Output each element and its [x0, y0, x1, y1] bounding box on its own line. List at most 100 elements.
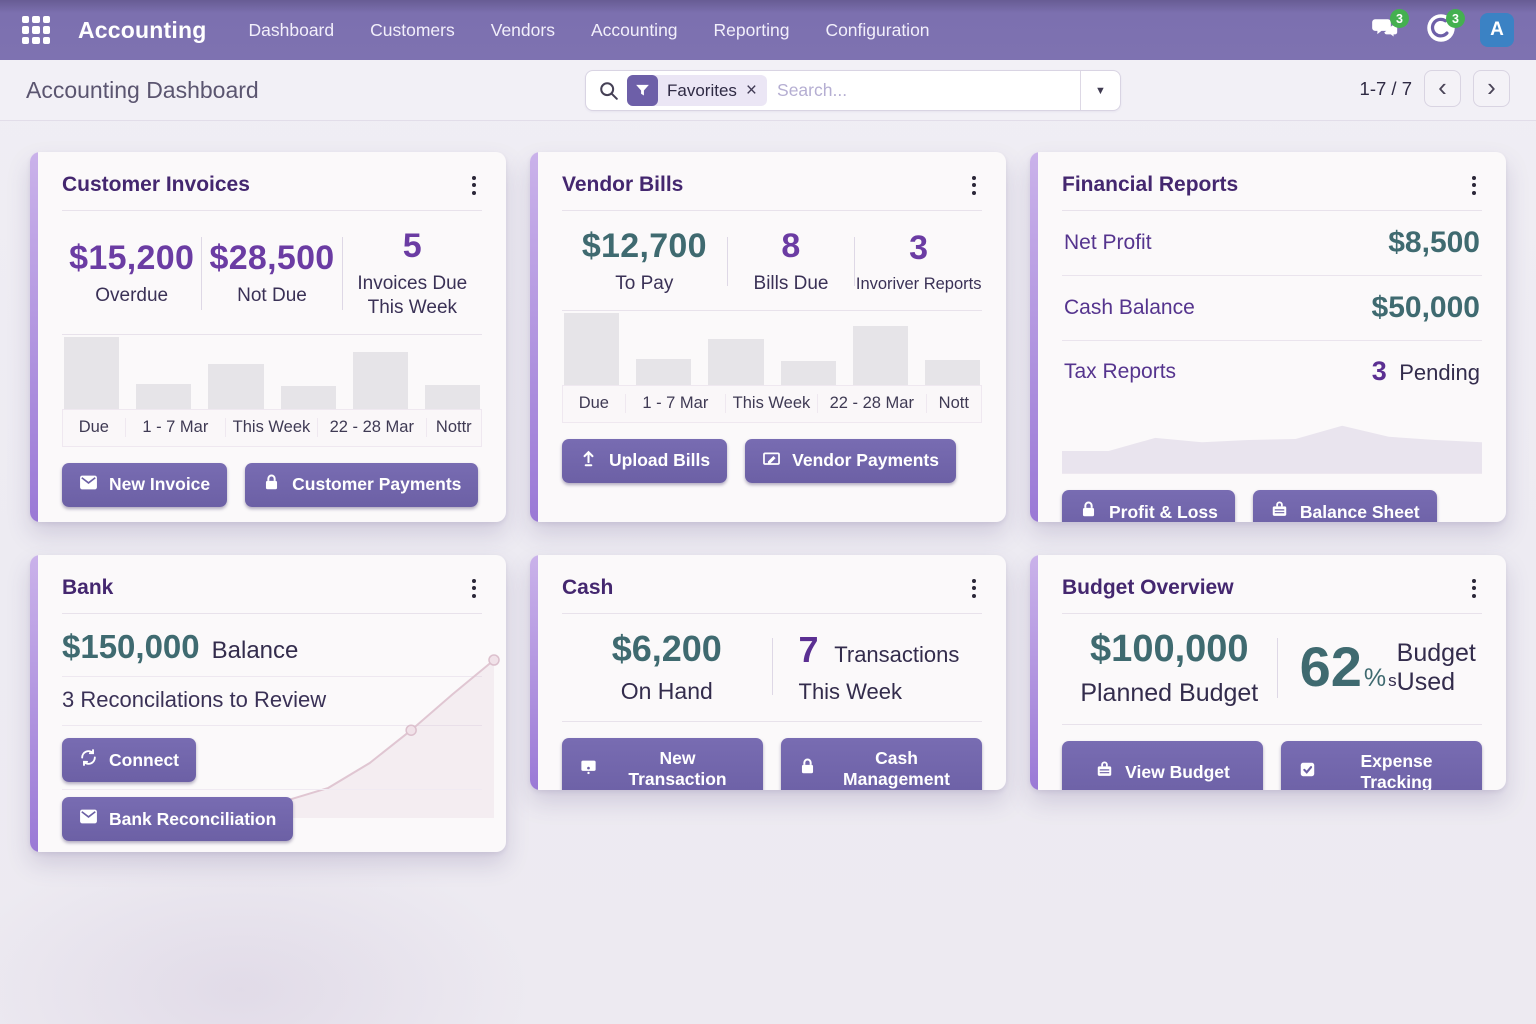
chart-label: This Week	[726, 394, 818, 414]
stat-reports: 3 Invoriver Reports	[855, 228, 982, 293]
apps-grid-icon[interactable]	[22, 16, 50, 44]
menu-configuration[interactable]: Configuration	[825, 19, 930, 40]
check-square-icon	[1298, 760, 1317, 784]
expense-tracking-button[interactable]: Expense Tracking	[1281, 741, 1482, 790]
kebab-menu-icon[interactable]	[1466, 573, 1482, 604]
stat-overdue: $15,200 Overdue	[69, 238, 195, 306]
new-transaction-button[interactable]: New Transaction	[562, 738, 763, 790]
pager-text: 1-7 / 7	[1359, 77, 1412, 99]
kebab-menu-icon[interactable]	[966, 573, 982, 604]
stat-to-pay: $12,700 To Pay	[581, 227, 707, 294]
envelope-icon	[79, 807, 98, 831]
balance-sheet-button[interactable]: Balance Sheet	[1252, 490, 1437, 522]
messages-button[interactable]: 3	[1368, 9, 1409, 46]
search-bar[interactable]: Favorites × ▼	[585, 70, 1121, 111]
filter-funnel-icon	[627, 75, 658, 106]
card-title: Customer Invoices	[62, 173, 250, 196]
pager-previous-button[interactable]: ‹	[1424, 70, 1461, 107]
activities-button[interactable]: 3	[1424, 9, 1465, 46]
main-menu: Dashboard Customers Vendors Accounting R…	[249, 20, 930, 41]
lock-icon	[262, 473, 281, 497]
row-cash-balance: Cash Balance $50,000	[1062, 276, 1482, 341]
bill-stats: $12,700 To Pay 8 Bills Due 3 Invoriver R…	[562, 211, 982, 310]
lock-icon	[1079, 500, 1098, 522]
budget-stats: $100,000 Planned Budget 62 % s Budget Us…	[1062, 614, 1482, 724]
briefcase-icon	[1270, 500, 1289, 522]
vendor-payments-button[interactable]: Vendor Payments	[745, 438, 956, 483]
chart-bar	[280, 386, 336, 409]
upload-icon	[579, 449, 598, 473]
chart-bar	[352, 351, 408, 409]
cash-management-button[interactable]: Cash Management	[781, 738, 982, 790]
new-invoice-button[interactable]: New Invoice	[62, 462, 228, 507]
activities-badge: 3	[1446, 9, 1465, 28]
stat-on-hand: $6,200 On Hand	[611, 628, 722, 704]
menu-customers[interactable]: Customers	[370, 19, 455, 40]
search-dropdown-toggle[interactable]: ▼	[1080, 71, 1120, 110]
briefcase-icon	[1095, 760, 1114, 784]
favorites-filter-chip[interactable]: Favorites ×	[627, 75, 768, 106]
bank-reconciliation-button[interactable]: Bank Reconciliation	[62, 797, 294, 841]
chart-label: Due	[563, 394, 626, 414]
card-financial-reports: Financial Reports Net Profit $8,500 Cash…	[1030, 152, 1506, 522]
chart-bar	[136, 384, 192, 409]
close-icon[interactable]: ×	[745, 80, 758, 101]
chart-label: 1 - 7 Mar	[626, 394, 726, 414]
profit-loss-button[interactable]: Profit & Loss	[1062, 490, 1235, 522]
card-vendor-bills: Vendor Bills $12,700 To Pay 8 Bills Due …	[530, 152, 1006, 522]
menu-vendors[interactable]: Vendors	[490, 19, 555, 40]
control-panel: Accounting Dashboard Favorites × ▼ 1-7 /…	[0, 60, 1536, 121]
chart-label: 1 - 7 Mar	[126, 418, 226, 437]
cash-stats: $6,200 On Hand 7 Transactions This Week	[562, 614, 982, 721]
chart-label: 22 - 28 Mar	[318, 418, 427, 437]
customer-payments-button[interactable]: Customer Payments	[245, 462, 479, 507]
avatar[interactable]: A	[1480, 13, 1514, 47]
kebab-menu-icon[interactable]	[1466, 170, 1482, 201]
bank-balance: $150,000 Balance	[62, 614, 482, 677]
monitor-icon	[579, 757, 598, 781]
stat-transactions: 7 Transactions This Week	[798, 628, 960, 704]
chart-label: Due	[63, 418, 126, 437]
card-title: Cash	[562, 576, 614, 599]
chart-bar	[64, 336, 120, 409]
invoices-mini-chart: Due 1 - 7 Mar This Week 22 - 28 Mar Nott…	[62, 336, 482, 447]
search-input[interactable]	[767, 80, 1080, 101]
navbar-systray: 3 3 A	[1368, 9, 1514, 47]
chart-bar	[924, 359, 981, 385]
bar-chart	[562, 312, 982, 385]
caret-down-icon: ▼	[1095, 84, 1106, 97]
card-title: Financial Reports	[1062, 173, 1239, 196]
upload-bills-button[interactable]: Upload Bills	[562, 438, 728, 483]
pager: 1-7 / 7 ‹ ›	[1360, 70, 1510, 107]
chart-label: This Week	[226, 418, 318, 437]
chart-bar	[852, 325, 908, 385]
chart-bar	[424, 384, 481, 409]
reports-area-chart	[1062, 412, 1482, 474]
menu-dashboard[interactable]: Dashboard	[248, 19, 335, 40]
kebab-menu-icon[interactable]	[466, 573, 482, 604]
view-budget-button[interactable]: View Budget	[1062, 741, 1263, 790]
envelope-icon	[79, 473, 98, 497]
menu-reporting[interactable]: Reporting	[713, 19, 790, 40]
checkbook-icon	[762, 449, 781, 473]
card-cash: Cash $6,200 On Hand 7 Transactions This …	[530, 555, 1006, 790]
stat-budget-used: 62 % s Budget Used	[1299, 635, 1476, 698]
top-navbar: Accounting Dashboard Customers Vendors A…	[0, 0, 1536, 60]
kebab-menu-icon[interactable]	[966, 170, 982, 201]
menu-accounting[interactable]: Accounting	[590, 19, 678, 40]
bar-chart-labels: Due 1 - 7 Mar This Week 22 - 28 Mar Nott…	[62, 408, 482, 447]
kebab-menu-icon[interactable]	[466, 170, 482, 201]
bills-mini-chart: Due 1 - 7 Mar This Week 22 - 28 Mar Nott	[562, 312, 982, 423]
card-bank: Bank $150,000 Balance 3 Reconcilations t…	[30, 555, 506, 852]
pager-next-button[interactable]: ›	[1473, 70, 1510, 107]
messages-badge: 3	[1390, 9, 1409, 28]
chevron-left-icon: ‹	[1438, 71, 1447, 102]
chart-bar	[636, 358, 692, 385]
breadcrumb: Accounting Dashboard	[26, 76, 259, 103]
stat-bills-due: 8 Bills Due	[753, 227, 829, 294]
chart-bar	[208, 363, 264, 409]
chart-bar	[564, 312, 620, 385]
sync-icon	[79, 748, 98, 772]
connect-button[interactable]: Connect	[62, 738, 196, 782]
card-customer-invoices: Customer Invoices $15,200 Overdue $28,50…	[30, 152, 506, 522]
